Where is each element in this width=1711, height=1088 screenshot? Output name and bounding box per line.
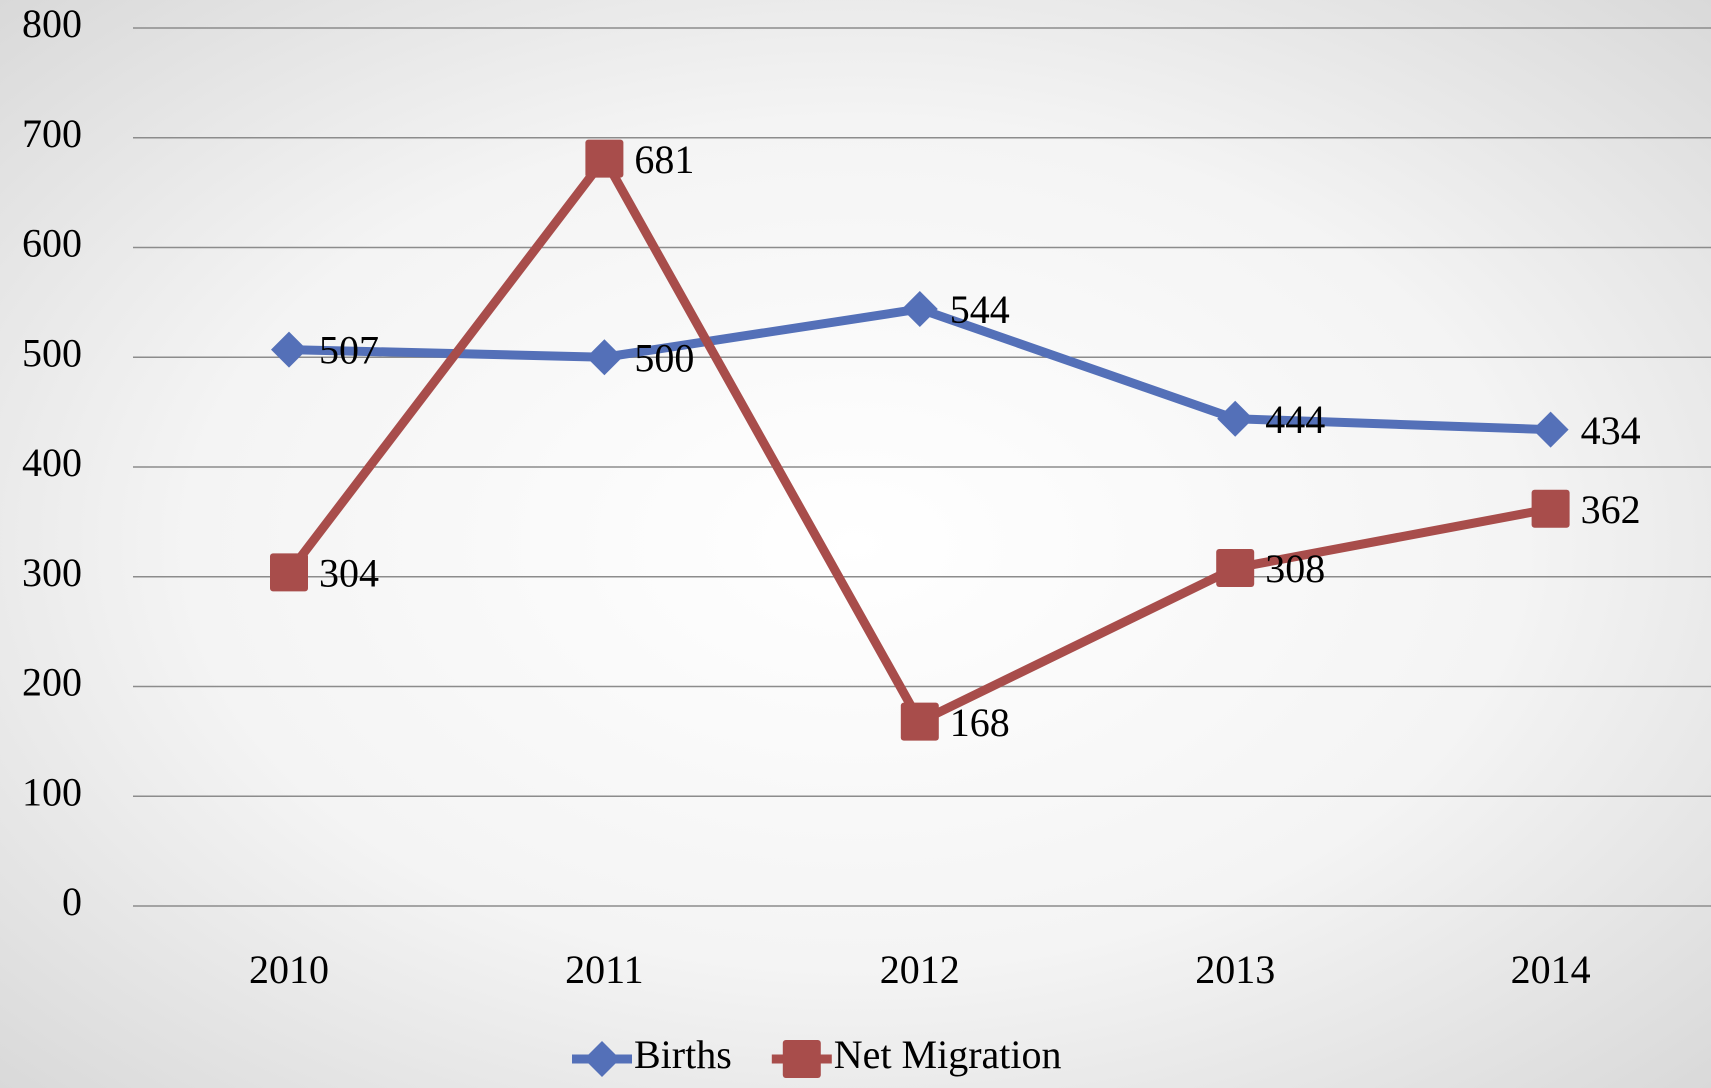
data-label: 434 <box>1581 408 1641 453</box>
y-tick-label: 0 <box>62 879 82 924</box>
y-tick-label: 400 <box>22 440 82 485</box>
data-point <box>586 339 623 376</box>
y-tick-label: 100 <box>22 769 82 814</box>
data-label: 308 <box>1265 546 1325 591</box>
y-tick-label: 700 <box>22 111 82 156</box>
data-label: 500 <box>634 335 694 380</box>
data-point <box>1217 400 1254 437</box>
data-label: 168 <box>950 700 1010 745</box>
data-label: 544 <box>950 287 1010 332</box>
y-tick-label: 500 <box>22 330 82 375</box>
data-point <box>271 331 307 368</box>
x-tick-label: 2011 <box>565 947 644 992</box>
y-tick-label: 200 <box>22 660 82 705</box>
data-label: 444 <box>1265 397 1325 442</box>
y-tick-label: 800 <box>22 1 82 46</box>
data-point <box>270 553 308 592</box>
legend-marker <box>584 1041 620 1077</box>
data-point <box>900 702 939 741</box>
data-label: 681 <box>634 137 694 182</box>
data-label: 362 <box>1581 487 1641 532</box>
data-point <box>1216 548 1255 587</box>
data-point <box>1531 489 1570 528</box>
legend-label: Net Migration <box>834 1032 1062 1077</box>
x-tick-label: 2013 <box>1195 947 1275 992</box>
y-tick-label: 600 <box>22 221 82 266</box>
data-point <box>901 290 938 327</box>
data-label: 304 <box>319 551 379 596</box>
y-tick-label: 300 <box>22 550 82 595</box>
x-tick-label: 2014 <box>1511 947 1591 992</box>
series-line <box>285 154 1552 727</box>
x-tick-label: 2010 <box>249 947 329 992</box>
legend-marker <box>782 1040 821 1078</box>
data-point <box>1532 411 1569 448</box>
legend-label: Births <box>634 1032 732 1077</box>
data-point <box>585 139 624 178</box>
x-tick-label: 2012 <box>880 947 960 992</box>
data-label: 507 <box>319 328 379 373</box>
